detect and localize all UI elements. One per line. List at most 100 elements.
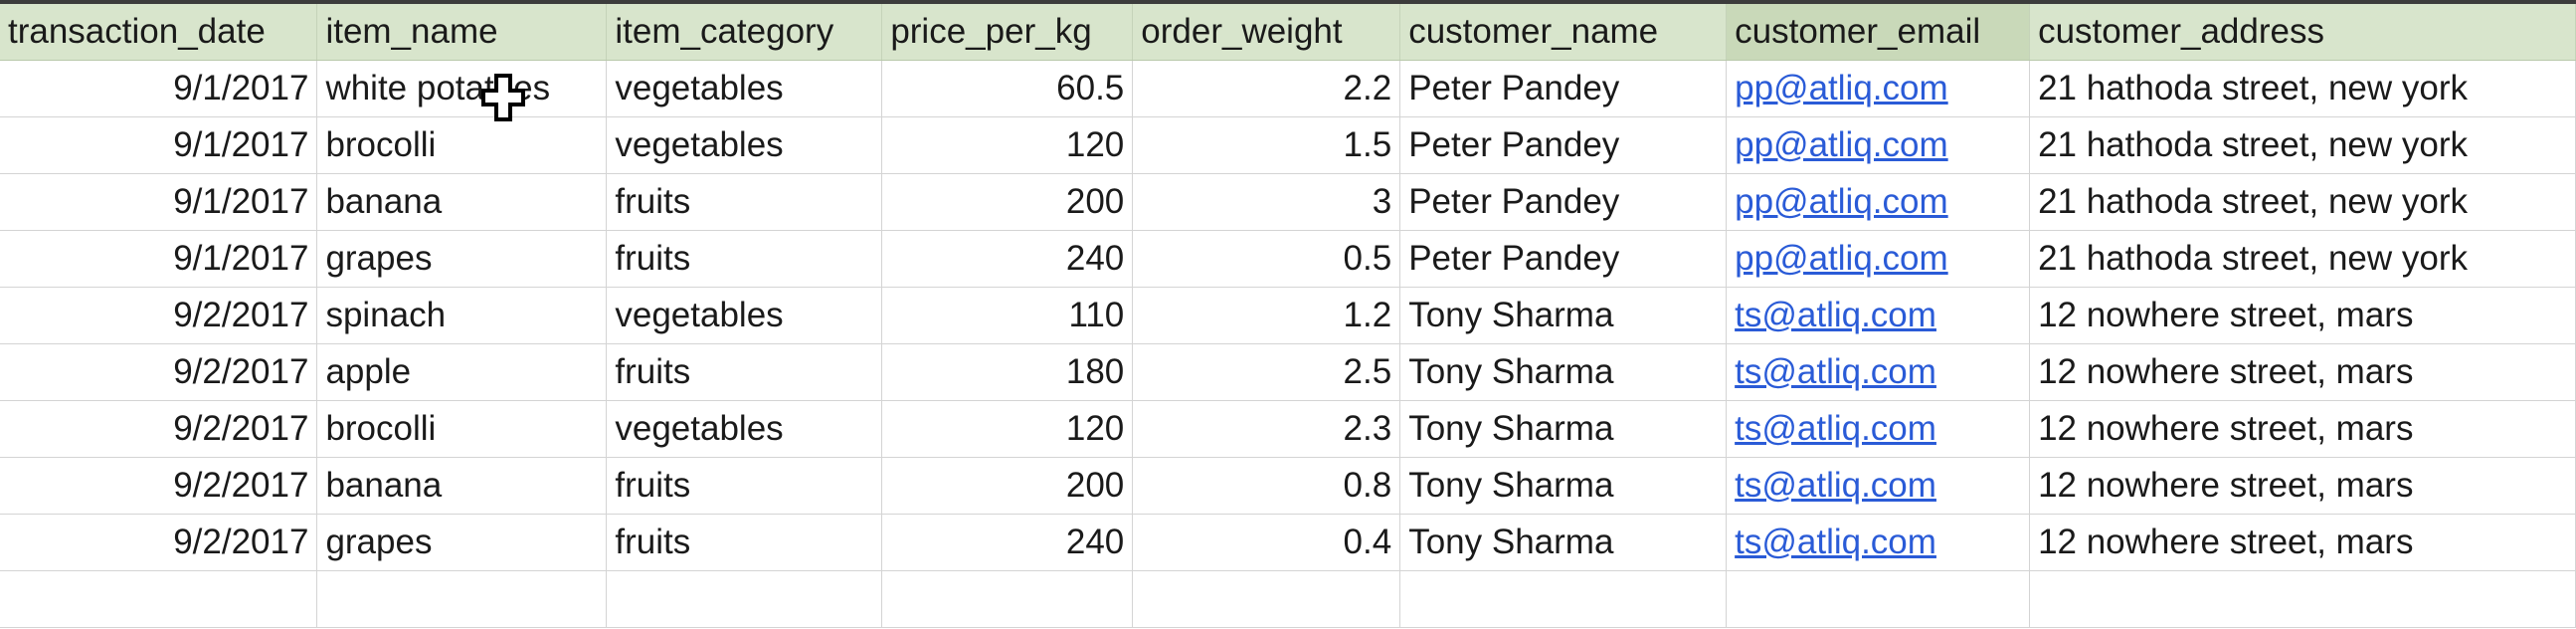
cell-item-category[interactable]: fruits xyxy=(606,457,883,515)
cell-customer-address[interactable]: 21 hathoda street, new york xyxy=(2029,60,2576,117)
empty-cell[interactable] xyxy=(0,570,318,628)
column-header-customer-email[interactable]: customer_email xyxy=(1726,4,2031,61)
cell-customer-address[interactable]: 21 hathoda street, new york xyxy=(2029,230,2576,288)
cell-customer-address[interactable]: 12 nowhere street, mars xyxy=(2029,514,2576,571)
column-header-order-weight[interactable]: order_weight xyxy=(1132,4,1401,61)
cell-customer-name[interactable]: Tony Sharma xyxy=(1399,457,1728,515)
cell-item-category[interactable]: fruits xyxy=(606,173,883,231)
cell-item-name[interactable]: banana xyxy=(316,173,608,231)
cell-price-per-kg[interactable]: 200 xyxy=(881,173,1134,231)
column-header-customer-name[interactable]: customer_name xyxy=(1399,4,1728,61)
empty-row xyxy=(0,570,2576,628)
cell-item-name[interactable]: brocolli xyxy=(316,116,608,174)
toolbar-divider xyxy=(0,0,2576,4)
empty-cell[interactable] xyxy=(316,570,608,628)
empty-cell[interactable] xyxy=(1726,570,2031,628)
cell-item-name[interactable]: brocolli xyxy=(316,400,608,458)
table-row: 9/1/2017 white potatoes vegetables 60.5 2.2 P… xyxy=(0,60,2576,117)
cell-customer-address[interactable]: 12 nowhere street, mars xyxy=(2029,457,2576,515)
empty-cell[interactable] xyxy=(881,570,1134,628)
cell-customer-name[interactable]: Peter Pandey xyxy=(1399,173,1728,231)
column-header-transaction-date[interactable]: transaction_date xyxy=(0,4,318,61)
cell-order-weight[interactable]: 0.4 xyxy=(1132,514,1401,571)
cell-transaction-date[interactable]: 9/1/2017 xyxy=(0,230,318,288)
column-header-price-per-kg[interactable]: price_per_kg xyxy=(881,4,1134,61)
cell-item-category[interactable]: vegetables xyxy=(606,60,883,117)
cell-order-weight[interactable]: 1.2 xyxy=(1132,287,1401,344)
data-grid[interactable]: transaction_date item_name item_category… xyxy=(0,4,2576,628)
cell-item-name[interactable]: apple xyxy=(316,343,608,401)
empty-cell[interactable] xyxy=(606,570,883,628)
cell-customer-name[interactable]: Peter Pandey xyxy=(1399,116,1728,174)
cell-customer-email[interactable]: ts@atliq.com xyxy=(1726,400,2031,458)
cell-transaction-date[interactable]: 9/2/2017 xyxy=(0,400,318,458)
cell-customer-email[interactable]: pp@atliq.com xyxy=(1726,116,2031,174)
table-row: 9/2/2017 apple fruits 180 2.5 Tony Sharma ts@a… xyxy=(0,343,2576,401)
cell-item-category[interactable]: fruits xyxy=(606,230,883,288)
cell-price-per-kg[interactable]: 60.5 xyxy=(881,60,1134,117)
cell-transaction-date[interactable]: 9/2/2017 xyxy=(0,514,318,571)
cell-order-weight[interactable]: 3 xyxy=(1132,173,1401,231)
column-header-customer-address[interactable]: customer_address xyxy=(2029,4,2576,61)
cell-price-per-kg[interactable]: 120 xyxy=(881,400,1134,458)
cell-customer-address[interactable]: 12 nowhere street, mars xyxy=(2029,287,2576,344)
cell-item-name[interactable]: grapes xyxy=(316,230,608,288)
cell-item-name[interactable]: white potatoes xyxy=(316,60,608,117)
cell-customer-email[interactable]: ts@atliq.com xyxy=(1726,457,2031,515)
cell-price-per-kg[interactable]: 120 xyxy=(881,116,1134,174)
cell-customer-email[interactable]: pp@atliq.com xyxy=(1726,60,2031,117)
table-row: 9/2/2017 spinach vegetables 110 1.2 Tony Shar… xyxy=(0,287,2576,344)
cell-transaction-date[interactable]: 9/2/2017 xyxy=(0,343,318,401)
cell-item-name[interactable]: grapes xyxy=(316,514,608,571)
table-row: 9/2/2017 banana fruits 200 0.8 Tony Sharma ts@… xyxy=(0,457,2576,515)
cell-transaction-date[interactable]: 9/1/2017 xyxy=(0,60,318,117)
cell-item-name[interactable]: spinach xyxy=(316,287,608,344)
cell-order-weight[interactable]: 2.2 xyxy=(1132,60,1401,117)
empty-cell[interactable] xyxy=(1132,570,1401,628)
table-row: 9/2/2017 brocolli vegetables 120 2.3 Tony Sha… xyxy=(0,400,2576,458)
cell-customer-email[interactable]: ts@atliq.com xyxy=(1726,343,2031,401)
empty-cell[interactable] xyxy=(2029,570,2576,628)
column-header-item-category[interactable]: item_category xyxy=(606,4,883,61)
cell-customer-email[interactable]: ts@atliq.com xyxy=(1726,287,2031,344)
cell-transaction-date[interactable]: 9/2/2017 xyxy=(0,457,318,515)
cell-item-category[interactable]: vegetables xyxy=(606,287,883,344)
cell-order-weight[interactable]: 2.5 xyxy=(1132,343,1401,401)
cell-customer-name[interactable]: Tony Sharma xyxy=(1399,287,1728,344)
cell-customer-name[interactable]: Tony Sharma xyxy=(1399,400,1728,458)
cell-customer-email[interactable]: pp@atliq.com xyxy=(1726,230,2031,288)
cell-order-weight[interactable]: 2.3 xyxy=(1132,400,1401,458)
cell-item-category[interactable]: fruits xyxy=(606,514,883,571)
cell-item-name[interactable]: banana xyxy=(316,457,608,515)
cell-customer-address[interactable]: 12 nowhere street, mars xyxy=(2029,400,2576,458)
cell-customer-address[interactable]: 21 hathoda street, new york xyxy=(2029,173,2576,231)
header-row: transaction_date item_name item_category… xyxy=(0,4,2576,61)
cell-price-per-kg[interactable]: 110 xyxy=(881,287,1134,344)
cell-customer-name[interactable]: Tony Sharma xyxy=(1399,343,1728,401)
cell-price-per-kg[interactable]: 200 xyxy=(881,457,1134,515)
cell-customer-email[interactable]: pp@atliq.com xyxy=(1726,173,2031,231)
cell-customer-name[interactable]: Tony Sharma xyxy=(1399,514,1728,571)
cell-customer-name[interactable]: Peter Pandey xyxy=(1399,60,1728,117)
table-row: 9/1/2017 brocolli vegetables 120 1.5 Peter Pa… xyxy=(0,116,2576,174)
cell-order-weight[interactable]: 0.5 xyxy=(1132,230,1401,288)
column-header-item-name[interactable]: item_name xyxy=(316,4,608,61)
cell-customer-address[interactable]: 21 hathoda street, new york xyxy=(2029,116,2576,174)
cell-transaction-date[interactable]: 9/1/2017 xyxy=(0,116,318,174)
cell-order-weight[interactable]: 1.5 xyxy=(1132,116,1401,174)
cell-customer-name[interactable]: Peter Pandey xyxy=(1399,230,1728,288)
cell-item-category[interactable]: vegetables xyxy=(606,400,883,458)
cell-item-category[interactable]: vegetables xyxy=(606,116,883,174)
cell-transaction-date[interactable]: 9/1/2017 xyxy=(0,173,318,231)
cell-price-per-kg[interactable]: 240 xyxy=(881,514,1134,571)
cell-customer-email[interactable]: ts@atliq.com xyxy=(1726,514,2031,571)
cell-item-category[interactable]: fruits xyxy=(606,343,883,401)
table-row: 9/1/2017 banana fruits 200 3 Peter Pandey pp@a… xyxy=(0,173,2576,231)
cell-price-per-kg[interactable]: 180 xyxy=(881,343,1134,401)
cell-customer-address[interactable]: 12 nowhere street, mars xyxy=(2029,343,2576,401)
cell-price-per-kg[interactable]: 240 xyxy=(881,230,1134,288)
empty-cell[interactable] xyxy=(1399,570,1728,628)
cell-transaction-date[interactable]: 9/2/2017 xyxy=(0,287,318,344)
cell-order-weight[interactable]: 0.8 xyxy=(1132,457,1401,515)
